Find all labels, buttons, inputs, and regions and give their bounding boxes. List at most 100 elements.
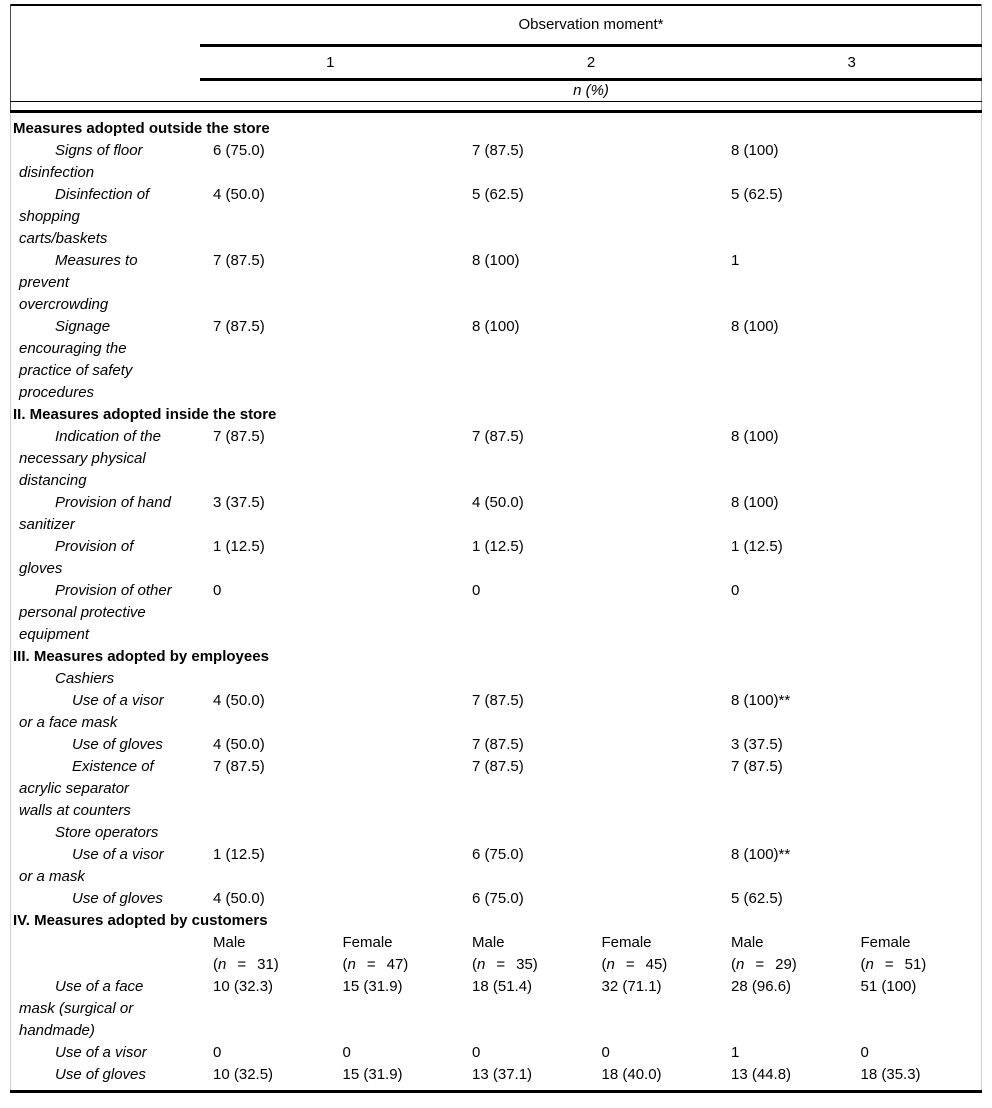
header-divider-2 [200, 78, 982, 81]
value-cell: 18 (40.0) [601, 1066, 662, 1083]
row-label: Use of gloves [72, 736, 163, 753]
value-cell: 15 (31.9) [342, 978, 403, 995]
value-cell: 10 (32.3) [213, 978, 274, 995]
value-cell: 6 (75.0) [472, 846, 524, 863]
sample-size: (n = 35) [472, 956, 538, 973]
value-cell: 1 [731, 252, 740, 269]
value-cell: 7 (87.5) [213, 252, 265, 269]
value-cell: 18 (51.4) [472, 978, 533, 995]
value-cell: 7 (87.5) [472, 142, 524, 159]
row-label: Use of a face mask (surgical or handmade… [19, 978, 144, 1039]
value-cell: 13 (44.8) [731, 1066, 792, 1083]
value-cell: 1 (12.5) [213, 846, 265, 863]
sample-size: (n = 29) [731, 956, 797, 973]
value-cell: 4 (50.0) [213, 692, 265, 709]
gender-column-header: Male (n = 31) [205, 932, 335, 976]
value-cell: 8 (100) [731, 494, 779, 511]
row-label: Provision of gloves [19, 538, 134, 577]
value-cell: 13 (37.1) [472, 1066, 533, 1083]
sample-size: (n = 45) [601, 956, 668, 973]
value-cell: 7 (87.5) [472, 428, 524, 445]
header-left-border [10, 4, 11, 110]
header-right-border [981, 4, 982, 110]
gender-column-header: Male (n = 35) [464, 932, 594, 976]
row-label: Provision of other personal protective e… [19, 582, 172, 643]
table-row: Use of a face mask (surgical or handmade… [10, 976, 982, 1042]
value-cell: 6 (75.0) [213, 142, 265, 159]
value-cell: 8 (100)** [731, 692, 791, 709]
gender-label: Male [731, 934, 764, 951]
unit-label: n (%) [573, 82, 609, 99]
header-bottom-thin-rule [10, 101, 982, 102]
header-divider-1 [200, 44, 982, 47]
section-label: Measures adopted outside the store [13, 120, 270, 137]
table-header: Observation moment* 1 2 3 n (%) [10, 4, 982, 114]
value-cell: 51 (100) [860, 978, 917, 995]
table-row: Provision of hand sanitizer 3 (37.5) 4 (… [10, 492, 982, 536]
header-title: Observation moment* [518, 16, 664, 33]
gender-column-header: Female (n = 51) [853, 932, 983, 976]
table-row: Disinfection of shopping carts/baskets 4… [10, 184, 982, 250]
gender-label: Female [860, 934, 911, 951]
row-label: Use of a visor or a mask [19, 846, 164, 885]
table-row: Signage encouraging the practice of safe… [10, 316, 982, 404]
moment-1-label: 1 [326, 53, 335, 71]
value-cell: 1 (12.5) [213, 538, 265, 555]
sample-size: (n = 31) [213, 956, 279, 973]
value-cell: 7 (87.5) [472, 758, 524, 775]
value-cell: 5 (62.5) [731, 890, 783, 907]
gender-column-header: Female (n = 47) [335, 932, 465, 976]
value-cell: 15 (31.9) [342, 1066, 403, 1083]
table-body: Measures adopted outside the store Signs… [10, 114, 982, 1086]
gender-column-header: Male (n = 29) [723, 932, 853, 976]
row-label: Signs of floor disinfection [19, 142, 143, 181]
value-cell: 4 (50.0) [213, 736, 265, 753]
table-row: Measures to prevent overcrowding 7 (87.5… [10, 250, 982, 316]
section-row: II. Measures adopted inside the store [10, 404, 982, 426]
value-cell: 0 [860, 1044, 869, 1061]
row-label: Indication of the necessary physical dis… [19, 428, 161, 489]
section-row: III. Measures adopted by employees [10, 646, 982, 668]
section-label: III. Measures adopted by employees [13, 648, 269, 665]
value-cell: 18 (35.3) [860, 1066, 921, 1083]
value-cell: 0 [472, 582, 481, 599]
table-top-border [10, 4, 982, 6]
value-cell: 4 (50.0) [472, 494, 524, 511]
value-cell: 3 (37.5) [731, 736, 783, 753]
table-bottom-border [10, 1090, 982, 1093]
value-cell: 1 [731, 1044, 740, 1061]
table-row: Provision of gloves 1 (12.5) 1 (12.5) 1 … [10, 536, 982, 580]
table-row: Use of a visor 0 0 0 0 1 0 [10, 1042, 982, 1064]
header-bottom-thick-rule [10, 110, 982, 113]
gender-label: Female [601, 934, 652, 951]
section-row: IV. Measures adopted by customers [10, 910, 982, 932]
table-row: Signs of floor disinfection 6 (75.0) 7 (… [10, 140, 982, 184]
gender-header-row: Male (n = 31) Female (n = 47) Male (n = 35) Fe… [10, 932, 982, 976]
value-cell: 8 (100)** [731, 846, 791, 863]
value-cell: 1 (12.5) [731, 538, 783, 555]
body-left-border [10, 114, 11, 1090]
value-cell: 7 (87.5) [731, 758, 783, 775]
sample-size: (n = 47) [342, 956, 409, 973]
gender-column-header: Female (n = 45) [594, 932, 724, 976]
observation-table: Observation moment* 1 2 3 n (%) Measures… [10, 4, 982, 1093]
value-cell: 5 (62.5) [731, 186, 783, 203]
subsection-label: Store operators [55, 824, 159, 841]
value-cell: 1 (12.5) [472, 538, 524, 555]
table-row: Use of a visor or a mask 1 (12.5) 6 (75.… [10, 844, 982, 888]
value-cell: 0 [213, 1044, 222, 1061]
subsection-row: Store operators [10, 822, 982, 844]
row-label: Disinfection of shopping carts/baskets [19, 186, 150, 247]
value-cell: 3 (37.5) [213, 494, 265, 511]
body-right-border [981, 114, 982, 1090]
value-cell: 8 (100) [731, 318, 779, 335]
value-cell: 7 (87.5) [472, 736, 524, 753]
section-label: IV. Measures adopted by customers [13, 912, 268, 929]
table-row: Indication of the necessary physical dis… [10, 426, 982, 492]
moment-2-label: 2 [586, 53, 596, 71]
table-row: Provision of other personal protective e… [10, 580, 982, 646]
table-row: Use of gloves 10 (32.5) 15 (31.9) 13 (37… [10, 1064, 982, 1086]
value-cell: 6 (75.0) [472, 890, 524, 907]
value-cell: 4 (50.0) [213, 890, 265, 907]
value-cell: 8 (100) [472, 318, 520, 335]
